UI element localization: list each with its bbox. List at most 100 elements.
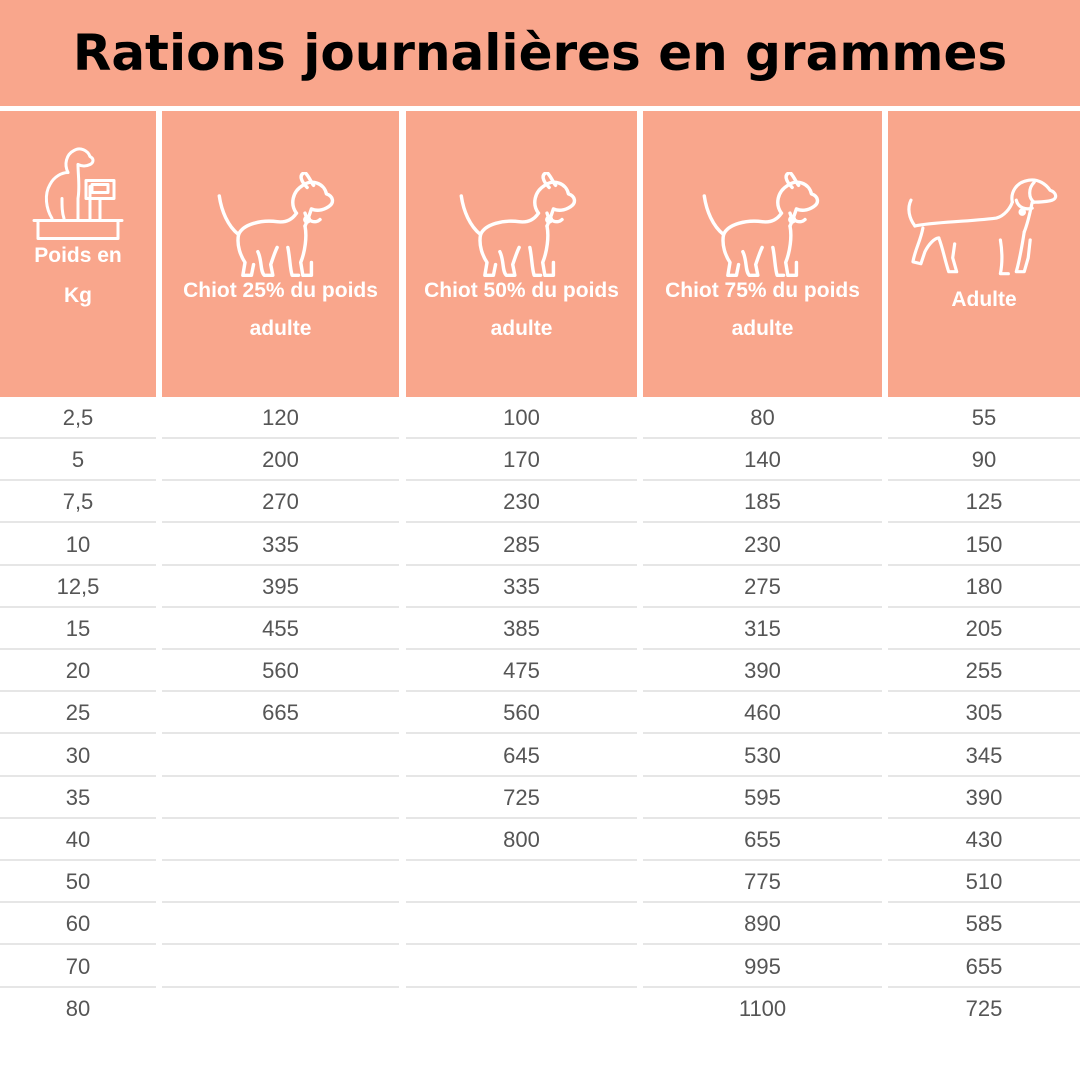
column-header <box>0 111 156 397</box>
ration-cell: 305 <box>965 700 1003 726</box>
ration-cell: 460 <box>744 700 781 726</box>
row-divider <box>643 521 882 524</box>
ration-cell: 230 <box>744 531 781 557</box>
ration-cell: 125 <box>965 489 1003 515</box>
ration-cell: 200 <box>262 447 299 473</box>
row-divider <box>406 437 637 439</box>
row-divider <box>643 732 882 735</box>
weight-cell: 2,5 <box>62 405 94 430</box>
row-divider <box>0 816 156 819</box>
ration-cell: 55 <box>971 405 997 430</box>
ration-cell: 285 <box>503 531 540 557</box>
row-divider <box>406 521 637 524</box>
row-divider <box>888 985 1080 988</box>
ration-cell <box>162 946 399 988</box>
ration-cell <box>162 988 399 1030</box>
ration-cell <box>162 735 399 777</box>
weight-cell: 30 <box>65 742 91 768</box>
weight-cell: 60 <box>65 911 91 937</box>
row-divider <box>0 985 156 988</box>
row-divider <box>643 479 882 482</box>
row-divider <box>888 605 1080 608</box>
weight-cell: 5 <box>71 447 85 473</box>
weight-cell: 7,5 <box>62 489 94 515</box>
ration-cell: 185 <box>744 489 781 515</box>
ration-cell: 645 <box>503 742 540 768</box>
weight-cell: 35 <box>65 784 91 810</box>
row-divider <box>162 901 399 904</box>
puppy-icon <box>459 172 577 277</box>
row-divider <box>406 648 637 650</box>
row-divider <box>406 774 637 777</box>
row-divider <box>0 732 156 735</box>
ration-cell: 120 <box>262 405 299 430</box>
row-divider <box>162 732 399 735</box>
row-divider <box>406 605 637 608</box>
ration-cell <box>162 777 399 819</box>
ration-cell: 395 <box>262 573 299 599</box>
row-divider <box>888 437 1080 439</box>
row-divider <box>888 816 1080 819</box>
weight-cell: 15 <box>65 616 91 641</box>
row-divider <box>0 901 156 904</box>
ration-cell: 270 <box>262 489 299 515</box>
ration-cell: 275 <box>744 573 781 599</box>
row-divider <box>888 859 1080 861</box>
adult-dog-icon <box>907 178 1058 276</box>
row-divider <box>888 901 1080 904</box>
column-header <box>888 111 1080 397</box>
row-divider <box>643 774 882 777</box>
column-header-label: Chiot 25% du poids <box>183 279 378 302</box>
row-divider <box>888 943 1080 946</box>
ration-cell: 430 <box>965 827 1003 852</box>
weight-cell: 50 <box>65 869 91 895</box>
ration-cell: 315 <box>744 616 781 641</box>
ration-cell: 800 <box>503 827 540 852</box>
ration-cell: 230 <box>503 489 540 515</box>
ration-cell: 90 <box>971 447 997 473</box>
row-divider <box>643 648 882 650</box>
ration-cell <box>406 861 637 903</box>
row-divider <box>888 774 1080 777</box>
row-divider <box>643 943 882 946</box>
column-header-label: Poids en <box>34 244 122 267</box>
ration-cell: 725 <box>503 784 540 810</box>
ration-cell: 585 <box>965 911 1003 937</box>
column-header <box>406 111 637 397</box>
ration-cell <box>162 819 399 861</box>
row-divider <box>0 479 156 482</box>
ration-cell: 390 <box>965 784 1003 810</box>
row-divider <box>0 563 156 566</box>
column-header <box>643 111 882 397</box>
ration-cell <box>406 946 637 988</box>
row-divider <box>643 563 882 566</box>
ration-cell <box>162 861 399 903</box>
ration-cell: 390 <box>744 658 781 684</box>
title-bar: Rations journalières en grammes <box>0 0 1080 106</box>
row-divider <box>0 648 156 650</box>
row-divider <box>888 563 1080 566</box>
ration-cell <box>162 903 399 945</box>
column-header-label: adulte <box>731 317 794 340</box>
row-divider <box>162 943 399 946</box>
weight-cell: 20 <box>65 658 91 684</box>
row-divider <box>162 437 399 439</box>
ration-cell: 560 <box>503 700 540 726</box>
ration-cell: 150 <box>965 531 1003 557</box>
ration-cell: 775 <box>744 869 781 895</box>
row-divider <box>643 985 882 988</box>
row-divider <box>406 943 637 946</box>
row-divider <box>406 479 637 482</box>
weight-cell: 40 <box>65 827 91 852</box>
row-divider <box>406 690 637 693</box>
weight-cell: 10 <box>65 531 91 557</box>
column-header-label: Chiot 50% du poids <box>424 279 619 302</box>
weight-cell: 80 <box>65 995 91 1021</box>
ration-cell <box>406 903 637 945</box>
row-divider <box>162 521 399 524</box>
row-divider <box>162 816 399 819</box>
ration-cell: 725 <box>965 995 1003 1021</box>
weight-cell: 25 <box>65 700 91 726</box>
puppy-icon <box>217 172 335 277</box>
row-divider <box>162 985 399 988</box>
